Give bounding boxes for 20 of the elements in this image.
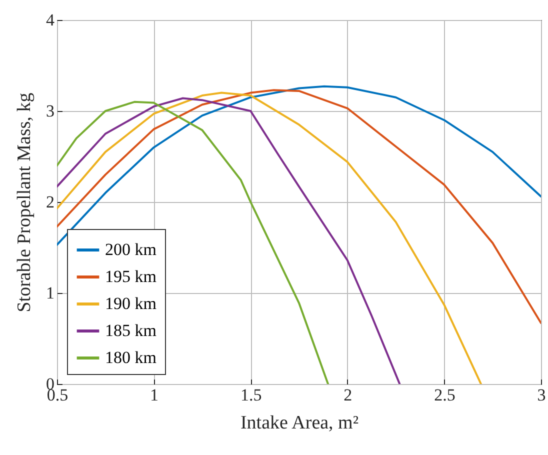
y-axis-title: Storable Propellant Mass, kg <box>14 92 35 312</box>
line-series <box>57 89 541 324</box>
x-tick-label: 2.5 <box>434 386 456 404</box>
x-tick-label: 1.5 <box>240 386 262 404</box>
y-tick-label: 3 <box>46 102 54 120</box>
line-series <box>57 97 401 384</box>
legend-label: 195 km <box>105 267 156 286</box>
legend-label: 190 km <box>105 294 156 313</box>
x-tick-label: 1 <box>150 386 159 404</box>
y-tick-label: 1 <box>46 284 54 302</box>
legend-label: 180 km <box>105 348 156 367</box>
y-tick-label: 2 <box>46 192 54 212</box>
line-series <box>57 92 482 384</box>
x-tick-label: 3 <box>537 386 546 404</box>
line-series <box>57 100 330 384</box>
x-tick-label: 2 <box>344 386 352 404</box>
legend-label: 185 km <box>105 321 156 340</box>
y-tick-label: 4 <box>46 10 55 30</box>
x-axis-title: Intake Area, m² <box>240 412 359 434</box>
legend-label: 200 km <box>105 240 156 259</box>
